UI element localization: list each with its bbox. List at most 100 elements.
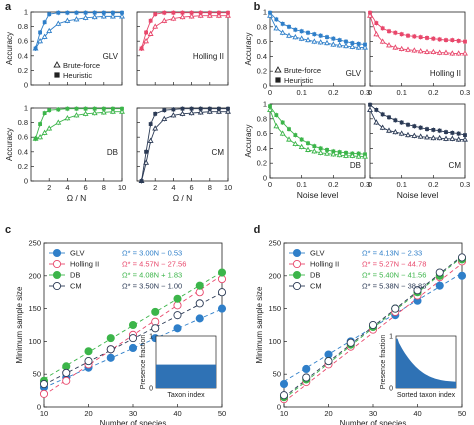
data-point: [37, 133, 44, 140]
inset-x-label: Taxon index: [167, 392, 205, 399]
data-point: [417, 47, 424, 54]
y-tick-label: 50: [33, 370, 41, 379]
data-point: [355, 153, 362, 159]
y-axis-label: Accuracy: [244, 125, 253, 158]
data-point: [268, 104, 272, 109]
y-tick-label: 0.6: [257, 37, 267, 46]
data-point: [273, 122, 280, 129]
data-point: [217, 288, 227, 297]
panel-letter-b: b: [254, 1, 261, 13]
data-point: [455, 50, 462, 56]
panel-letter-d: d: [254, 224, 261, 236]
data-point: [317, 149, 324, 155]
legend-marker: [275, 77, 281, 83]
chart-a-Holling: Holling II: [136, 10, 231, 86]
data-point: [312, 32, 317, 37]
data-point: [109, 13, 116, 19]
data-point: [443, 135, 449, 141]
legend-label: Holling II: [310, 260, 339, 269]
data-point: [462, 136, 468, 142]
data-point: [73, 112, 80, 118]
data-point: [373, 30, 380, 37]
legend-equation: Ω* = 4.57N − 27.56: [122, 260, 186, 269]
data-point: [147, 137, 154, 143]
series-line: [35, 108, 122, 139]
data-point: [120, 10, 124, 15]
data-point: [330, 151, 337, 157]
x-tick-label: 6: [190, 183, 194, 192]
data-point: [42, 111, 47, 116]
legend-equation: Ω* = 5.38N − 38.83: [362, 282, 426, 291]
data-point: [436, 134, 443, 141]
x-tick-label: 40: [413, 409, 421, 418]
panel-label: DB: [350, 161, 361, 170]
data-point: [42, 20, 47, 25]
data-point: [462, 50, 468, 56]
data-point: [73, 16, 80, 22]
data-point: [207, 10, 212, 15]
data-point: [379, 124, 386, 130]
data-point: [356, 41, 361, 46]
data-point: [274, 113, 279, 117]
x-tick-label: 40: [173, 409, 181, 418]
legend-label: CM: [70, 282, 82, 291]
data-point: [65, 10, 70, 15]
data-point: [92, 10, 97, 15]
data-point: [38, 30, 42, 35]
data-point: [379, 38, 386, 44]
data-point: [393, 118, 398, 123]
inset-y-tick-label: 0: [149, 386, 153, 393]
data-point: [430, 134, 437, 141]
x-tick-label: 0: [368, 88, 372, 97]
data-point: [226, 106, 230, 111]
legend-label: Heuristic: [284, 76, 313, 85]
data-point: [279, 130, 286, 136]
data-point: [435, 281, 444, 290]
data-point: [64, 114, 71, 121]
data-point: [436, 49, 443, 55]
legend-marker: [292, 248, 302, 258]
data-point: [368, 102, 372, 107]
panel-label: CM: [449, 161, 462, 170]
data-point: [143, 159, 150, 165]
data-point: [463, 133, 467, 137]
data-point: [195, 281, 204, 290]
data-point: [324, 357, 333, 366]
data-point: [317, 39, 324, 45]
data-point: [405, 131, 411, 138]
data-point: [180, 10, 185, 15]
data-point: [225, 108, 231, 114]
data-point: [305, 146, 311, 152]
data-point: [279, 391, 289, 400]
x-axis-label: Number of species: [100, 419, 167, 425]
data-point: [83, 10, 88, 15]
y-tick-label: 0.2: [257, 159, 267, 168]
inset-y-label: Presence fraction: [140, 335, 147, 390]
series-line: [369, 12, 466, 43]
data-point: [343, 152, 349, 158]
data-point: [215, 108, 222, 114]
x-tick-label: 30: [369, 409, 377, 418]
x-tick-label: 0.3: [460, 180, 470, 189]
chart-b-Holling: 0 0.1 0.2 0.3 Holling II: [367, 10, 470, 97]
data-point: [463, 39, 467, 44]
data-point: [37, 37, 44, 44]
data-point: [47, 108, 52, 113]
data-point: [343, 42, 349, 49]
y-tick-label: 0.2: [18, 162, 28, 171]
data-point: [119, 108, 125, 114]
data-point: [374, 21, 379, 25]
data-point: [349, 43, 356, 49]
data-point: [362, 44, 368, 50]
y-tick-label: 1: [24, 104, 28, 113]
legend-label: Brute-force: [63, 61, 100, 70]
data-point: [55, 119, 62, 125]
data-point: [355, 44, 362, 50]
data-point: [350, 41, 355, 45]
data-point: [368, 320, 378, 330]
plot-frame: [136, 107, 229, 182]
panel-label: GLV: [346, 69, 362, 78]
data-point: [207, 106, 212, 111]
data-point: [171, 10, 176, 15]
